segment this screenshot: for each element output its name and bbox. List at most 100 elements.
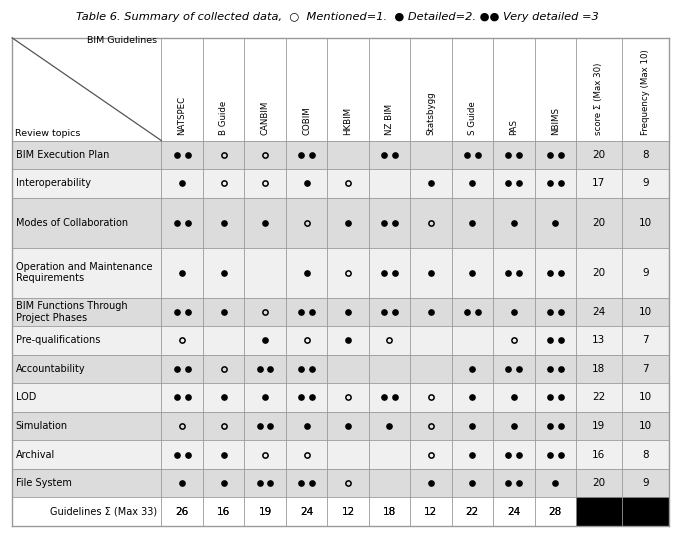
Text: HKBIM: HKBIM [344, 107, 353, 135]
Bar [286, 440, 328, 469]
Bar [12, 497, 161, 526]
Bar [410, 326, 452, 355]
Bar [493, 412, 534, 440]
Bar [12, 298, 161, 326]
Text: 28: 28 [549, 506, 562, 517]
Bar [452, 412, 493, 440]
Bar [286, 298, 328, 326]
Bar [493, 355, 534, 383]
Bar [369, 169, 410, 197]
Bar [410, 197, 452, 248]
Bar [161, 298, 203, 326]
Text: 18: 18 [383, 506, 396, 517]
Text: 16: 16 [592, 450, 605, 459]
Bar [203, 383, 244, 412]
Bar [203, 141, 244, 169]
Bar [452, 383, 493, 412]
Text: Table 6. Summary of collected data,  ○  Mentioned=1.  ● Detailed=2. ●● Very deta: Table 6. Summary of collected data, ○ Me… [75, 12, 599, 22]
Text: 10: 10 [639, 217, 652, 228]
Bar [576, 497, 621, 526]
Bar [576, 169, 621, 197]
Bar [286, 497, 328, 526]
Bar [621, 248, 669, 298]
Bar [493, 197, 534, 248]
Bar [328, 141, 369, 169]
Bar [12, 469, 161, 497]
Text: 18: 18 [383, 506, 396, 517]
Bar [328, 169, 369, 197]
Bar [410, 169, 452, 197]
Text: 16: 16 [217, 506, 231, 517]
Bar [621, 440, 669, 469]
Text: 20: 20 [592, 268, 605, 278]
Bar [534, 412, 576, 440]
Text: score Σ (Max 30): score Σ (Max 30) [594, 63, 603, 135]
Bar [203, 412, 244, 440]
Bar [244, 355, 286, 383]
Bar [576, 38, 621, 141]
Text: File System: File System [16, 478, 71, 488]
Bar [244, 497, 286, 526]
Bar [534, 298, 576, 326]
Bar [161, 469, 203, 497]
Bar [203, 440, 244, 469]
Bar [576, 497, 621, 526]
Text: 12: 12 [341, 506, 355, 517]
Bar [369, 141, 410, 169]
Bar [576, 141, 621, 169]
Bar [369, 38, 410, 141]
Bar [534, 141, 576, 169]
Text: 10: 10 [639, 307, 652, 317]
Bar [410, 248, 452, 298]
Bar [286, 412, 328, 440]
Bar [328, 38, 369, 141]
Text: CANBIM: CANBIM [261, 101, 270, 135]
Bar [576, 326, 621, 355]
Bar [452, 497, 493, 526]
Bar [244, 440, 286, 469]
Bar [621, 298, 669, 326]
Bar [328, 440, 369, 469]
Bar [244, 298, 286, 326]
Text: NZ BIM: NZ BIM [385, 104, 394, 135]
Text: BIM Execution Plan: BIM Execution Plan [16, 150, 109, 160]
Bar [328, 383, 369, 412]
Bar [286, 326, 328, 355]
Bar [621, 38, 669, 141]
Text: 7: 7 [642, 335, 649, 345]
Text: PAS: PAS [510, 119, 518, 135]
Bar [369, 248, 410, 298]
Bar [493, 440, 534, 469]
Text: 22: 22 [466, 506, 479, 517]
Text: Guidelines Σ (Max 33): Guidelines Σ (Max 33) [51, 506, 157, 517]
Text: 10: 10 [639, 421, 652, 431]
Bar [286, 248, 328, 298]
Text: 7: 7 [642, 364, 649, 374]
Text: 22: 22 [466, 506, 479, 517]
Text: 22: 22 [592, 392, 605, 403]
Text: Review topics: Review topics [15, 129, 80, 138]
Bar [12, 355, 161, 383]
Bar [203, 497, 244, 526]
Bar [493, 248, 534, 298]
Bar [410, 141, 452, 169]
Text: 24: 24 [507, 506, 520, 517]
Bar [286, 141, 328, 169]
Bar [244, 38, 286, 141]
Text: LOD: LOD [16, 392, 36, 403]
Bar [410, 298, 452, 326]
Text: 24: 24 [300, 506, 313, 517]
Text: 20: 20 [592, 478, 605, 488]
Bar [493, 141, 534, 169]
Bar [12, 141, 161, 169]
Bar [576, 383, 621, 412]
Bar [244, 248, 286, 298]
Bar [203, 248, 244, 298]
Bar [369, 197, 410, 248]
Bar [12, 169, 161, 197]
Text: 9: 9 [642, 478, 649, 488]
Text: COBIM: COBIM [302, 107, 311, 135]
Bar [452, 326, 493, 355]
Bar [161, 248, 203, 298]
Bar [452, 38, 493, 141]
